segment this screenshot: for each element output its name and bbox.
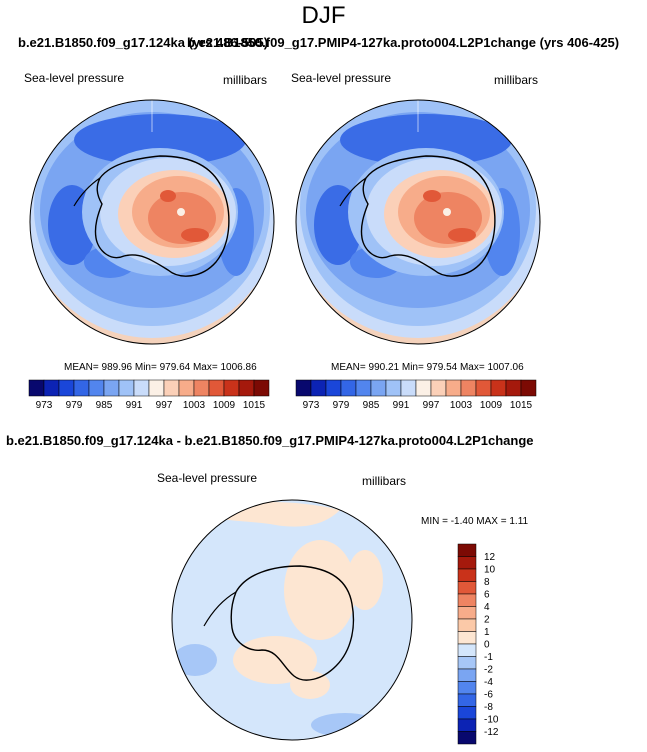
- colorbar-left-swatch-11: [193, 379, 210, 397]
- colorbar-left-tick-1009: 1009: [213, 400, 236, 411]
- diff-units-label: millibars: [362, 474, 407, 488]
- colorbar-right-swatch-9: [430, 379, 447, 397]
- colorbar-diff-swatch-15: [457, 731, 477, 745]
- colorbar-diff-swatch-3: [457, 581, 477, 595]
- case-title-a: b.e21.B1850.f09_g17.124ka (yrs 486-505): [18, 35, 269, 50]
- colorbar-right-tick-973: 973: [303, 400, 320, 411]
- colorbar-diff-tick-1: 10: [484, 565, 496, 576]
- colorbar-left-swatch-3: [73, 379, 90, 397]
- colorbar-left-swatch-1: [43, 379, 60, 397]
- colorbar-left-swatch-15: [253, 379, 270, 397]
- diff-variable-label: Sea-level pressure: [157, 471, 258, 485]
- colorbar-left-tick-1003: 1003: [183, 400, 206, 411]
- colorbar-diff-swatch-1: [457, 556, 477, 570]
- figure-title: DJF: [301, 2, 346, 29]
- colorbar-right-swatch-10: [445, 379, 462, 397]
- colorbar-left-swatch-7: [133, 379, 150, 397]
- colorbar-diff-swatch-0: [457, 543, 477, 557]
- case-title-b: b.e21.B1850.f09_g17.PMIP4-127ka.proto004…: [187, 35, 620, 50]
- colorbar-right-swatch-3: [340, 379, 357, 397]
- colorbar-right-swatch-13: [490, 379, 507, 397]
- colorbar-left-swatch-12: [208, 379, 225, 397]
- colorbar-left-swatch-4: [88, 379, 105, 397]
- colorbar-left-tick-991: 991: [126, 400, 143, 411]
- colorbar-diff-swatch-13: [457, 706, 477, 720]
- colorbar-diff-swatch-6: [457, 618, 477, 632]
- left-units-label: millibars: [223, 73, 268, 87]
- colorbar-left: 973 979 985 991 997 1003 1009 1015: [28, 379, 270, 411]
- colorbar-right-swatch-11: [460, 379, 477, 397]
- colorbar-right-tick-1009: 1009: [480, 400, 503, 411]
- colorbar-left-swatch-0: [28, 379, 45, 397]
- colorbar-diff-tick-13: -10: [484, 715, 499, 726]
- colorbar-left-swatch-6: [118, 379, 135, 397]
- right-variable-label: Sea-level pressure: [291, 71, 392, 85]
- colorbar-diff-tick-10: -4: [484, 677, 493, 688]
- colorbar-right-tick-979: 979: [333, 400, 350, 411]
- colorbar-right-swatch-2: [325, 379, 342, 397]
- colorbar-diff-swatch-10: [457, 668, 477, 682]
- colorbar-diff-tick-7: 0: [484, 640, 490, 651]
- colorbar-left-swatch-8: [148, 379, 165, 397]
- slp-map-right: [295, 99, 541, 345]
- colorbar-right-tick-985: 985: [363, 400, 380, 411]
- colorbar-diff-tick-3: 6: [484, 590, 490, 601]
- colorbar-left-tick-1015: 1015: [243, 400, 266, 411]
- colorbar-diff-tick-6: 1: [484, 627, 490, 638]
- colorbar-left-tick-973: 973: [36, 400, 53, 411]
- colorbar-diff-swatch-14: [457, 718, 477, 732]
- diff-stats: MIN = -1.40 MAX = 1.11: [421, 516, 529, 527]
- left-variable-label: Sea-level pressure: [24, 71, 125, 85]
- colorbar-diff-swatch-4: [457, 593, 477, 607]
- colorbar-right-swatch-6: [385, 379, 402, 397]
- colorbar-diff-swatch-5: [457, 606, 477, 620]
- right-stats: MEAN= 990.21 Min= 979.54 Max= 1007.06: [331, 362, 524, 373]
- colorbar-right-tick-997: 997: [423, 400, 440, 411]
- colorbar-left-swatch-10: [178, 379, 195, 397]
- colorbar-left-swatch-13: [223, 379, 240, 397]
- colorbar-right-swatch-8: [415, 379, 432, 397]
- colorbar-right-swatch-7: [400, 379, 417, 397]
- right-units-label: millibars: [494, 73, 539, 87]
- slp-diff-map: [171, 499, 413, 741]
- colorbar-diff-tick-12: -8: [484, 702, 493, 713]
- colorbar-diff-tick-5: 2: [484, 615, 490, 626]
- colorbar-diff-swatch-8: [457, 643, 477, 657]
- left-stats: MEAN= 989.96 Min= 979.64 Max= 1006.86: [64, 362, 257, 373]
- colorbar-diff-tick-4: 4: [484, 602, 490, 613]
- colorbar-diff-tick-9: -2: [484, 665, 493, 676]
- colorbar-diff-tick-2: 8: [484, 577, 490, 588]
- colorbar-diff-tick-0: 12: [484, 552, 496, 563]
- colorbar-right-tick-1015: 1015: [510, 400, 533, 411]
- slp-map-left: [29, 99, 275, 345]
- colorbar-right-swatch-1: [310, 379, 327, 397]
- colorbar-left-swatch-14: [238, 379, 255, 397]
- colorbar-right-swatch-4: [355, 379, 372, 397]
- colorbar-right-tick-1003: 1003: [450, 400, 473, 411]
- diff-case-title: b.e21.B1850.f09_g17.124ka - b.e21.B1850.…: [6, 433, 534, 448]
- colorbar-right-tick-991: 991: [393, 400, 410, 411]
- colorbar-diff-swatch-7: [457, 631, 477, 645]
- colorbar-right-swatch-5: [370, 379, 387, 397]
- colorbar-left-swatch-9: [163, 379, 180, 397]
- colorbar-right-swatch-12: [475, 379, 492, 397]
- colorbar-left-tick-997: 997: [156, 400, 173, 411]
- colorbar-diff-swatch-12: [457, 693, 477, 707]
- colorbar-left-tick-979: 979: [66, 400, 83, 411]
- colorbar-right-swatch-0: [295, 379, 312, 397]
- colorbar-diff-tick-14: -12: [484, 727, 499, 738]
- colorbar-left-tick-985: 985: [96, 400, 113, 411]
- colorbar-left-swatch-2: [58, 379, 75, 397]
- colorbar-diff-tick-11: -6: [484, 690, 493, 701]
- colorbar-diff-swatch-11: [457, 681, 477, 695]
- colorbar-diff-swatch-2: [457, 568, 477, 582]
- colorbar-diff-tick-8: -1: [484, 652, 493, 663]
- colorbar-diff-swatch-9: [457, 656, 477, 670]
- colorbar-right-swatch-15: [520, 379, 537, 397]
- colorbar-right: 973 979 985 991 997 1003 1009 1015: [295, 379, 537, 411]
- colorbar-left-swatch-5: [103, 379, 120, 397]
- colorbar-right-swatch-14: [505, 379, 522, 397]
